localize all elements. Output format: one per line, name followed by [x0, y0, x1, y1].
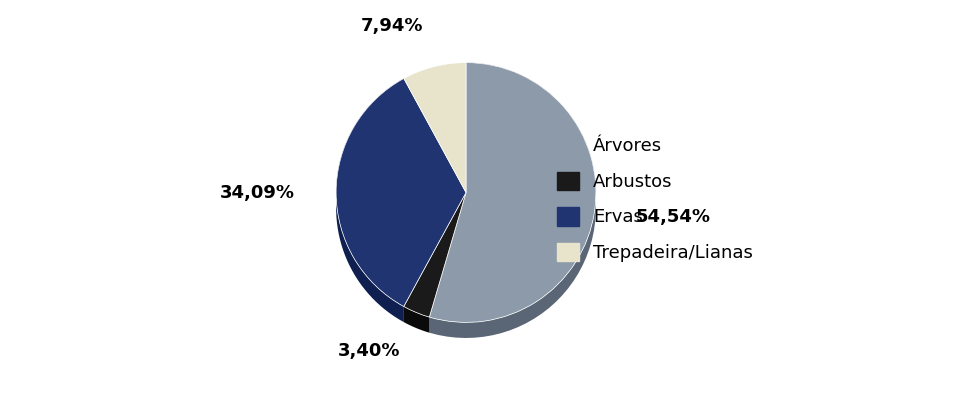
Wedge shape: [336, 78, 466, 306]
Wedge shape: [429, 62, 596, 322]
Legend: Árvores, Arbustos, Ervas, Trepadeira/Lianas: Árvores, Arbustos, Ervas, Trepadeira/Lia…: [557, 136, 753, 262]
Wedge shape: [404, 62, 466, 193]
Polygon shape: [336, 78, 404, 322]
Text: 7,94%: 7,94%: [361, 18, 423, 35]
Text: 54,54%: 54,54%: [636, 208, 711, 226]
Polygon shape: [429, 62, 596, 338]
Text: 3,40%: 3,40%: [338, 342, 400, 360]
Polygon shape: [404, 306, 429, 333]
Wedge shape: [404, 193, 466, 317]
Text: 34,09%: 34,09%: [219, 183, 294, 202]
